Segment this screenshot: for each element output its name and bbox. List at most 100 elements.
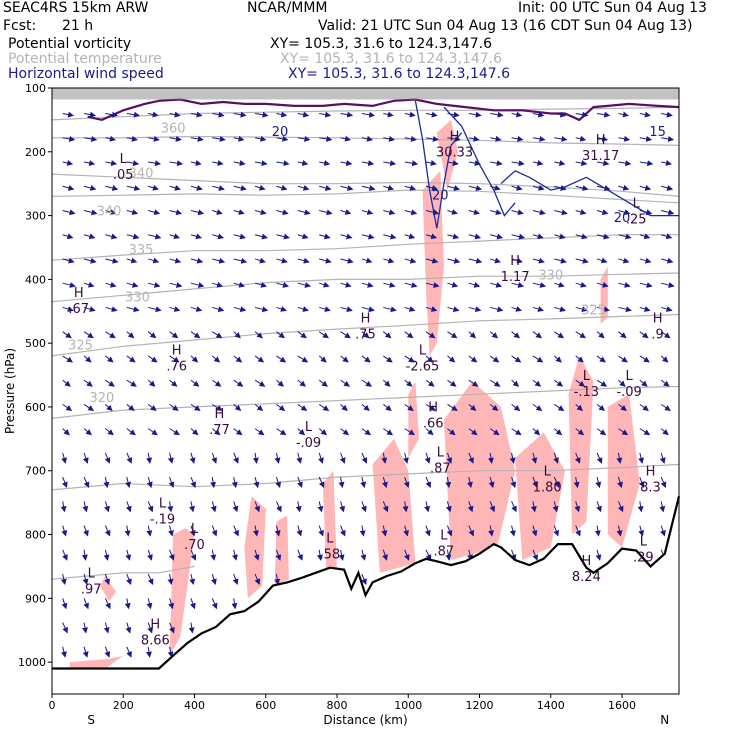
wind-vector [490,209,502,216]
wind-vector [254,233,268,240]
wind-vector [596,135,609,142]
wind-vector [210,549,217,561]
wind-vector [169,355,180,363]
wind-vector [212,111,225,118]
wind-vector [554,379,564,387]
wind-vector [254,404,264,412]
wind-vector [596,452,603,464]
extrema-value-label: .67 [68,302,89,317]
wind-vector [105,233,118,240]
wind-vector [62,233,74,240]
wind-vector [361,379,372,387]
wind-vector [404,257,417,264]
wind-vector [275,501,282,513]
wind-vector [83,331,94,339]
wind-vector [489,355,500,363]
wind-vector [618,160,632,167]
contour-value-label: 320 [89,391,114,406]
y-tick-label: 600 [25,401,46,414]
wind-vector [104,646,111,658]
wind-vector [167,646,174,658]
wind-vector [254,160,268,167]
wind-vector [425,282,440,288]
wind-vector [596,404,605,412]
wind-vector [661,257,674,264]
wind-vector [383,233,397,240]
wind-vector [83,135,98,142]
wind-vector [274,525,281,537]
contour-value-label: 20 [614,211,631,226]
extrema-value-label: -.19 [150,512,175,527]
wind-vector [61,525,68,537]
wind-vector [169,403,179,411]
y-tick-label: 400 [25,273,46,286]
wind-vector [190,331,201,339]
init-time: Init: 00 UTC Sun 04 Aug 13 [518,0,707,16]
wind-vector [83,257,97,264]
wind-vector [297,135,311,142]
wind-vector [233,209,245,215]
wind-vector [468,233,482,240]
wind-vector [511,403,521,411]
wind-vector [573,477,580,489]
wind-vector [254,257,266,264]
wind-vector [146,598,153,610]
wind-vector [639,111,651,118]
pv-shaded-region [69,655,124,669]
wind-vector [189,573,196,586]
extrema-value-label: 8.66 [141,634,170,649]
wind-vector [146,452,153,464]
wind-vector [468,281,481,288]
wind-vector [61,476,68,489]
wind-vector [468,404,477,412]
tropopause-shade [52,88,679,100]
extrema-type-label: L [159,496,167,511]
wind-vector [276,184,288,191]
label-layer: 36034034033533033032532532020202015H.67L… [68,122,666,649]
wind-vector [83,233,96,240]
isentrope-line [52,135,680,146]
extrema-value-label: 31.17 [582,149,619,164]
wind-vector [316,549,323,561]
wind-vector [147,379,156,387]
wind-vector [618,184,630,191]
extrema-type-label: L [305,420,313,435]
wind-vector [447,136,461,142]
wind-vector [212,306,225,313]
wind-vector [233,428,243,436]
wind-vector [361,404,370,412]
x-tick-label: 800 [327,699,348,712]
y-tick-label: 700 [25,465,46,478]
extrema-type-label: L [437,445,445,460]
wind-vector [447,306,460,313]
wind-vector [233,281,246,288]
contour-value-label: 20 [432,189,449,204]
wind-vector [639,306,651,312]
extrema-type-label: H [74,286,84,301]
wind-vector [253,525,259,537]
wind-vector [212,185,225,191]
wind-vector [105,379,115,387]
wind-vector [297,257,310,264]
wind-vector [532,209,546,216]
extrema-value-label: 8.3 [640,480,661,495]
north-endpoint-label: N [660,713,669,727]
wind-vector [554,403,565,411]
wind-vector [340,185,354,191]
wind-vector [148,257,160,264]
wind-vector [383,355,393,363]
wind-vector [319,185,332,191]
wind-vector [617,501,624,513]
wind-vector [297,184,310,191]
wind-vector [445,501,452,513]
wind-vector [425,160,437,166]
wind-vector [297,403,308,411]
wind-vector [639,233,651,240]
wind-vector [61,646,67,658]
y-tick-label: 800 [25,529,46,542]
wind-vector [639,355,650,363]
wind-vector [404,184,417,191]
wind-vector [276,135,289,142]
wind-vector [233,233,246,240]
wind-vector [231,598,238,610]
